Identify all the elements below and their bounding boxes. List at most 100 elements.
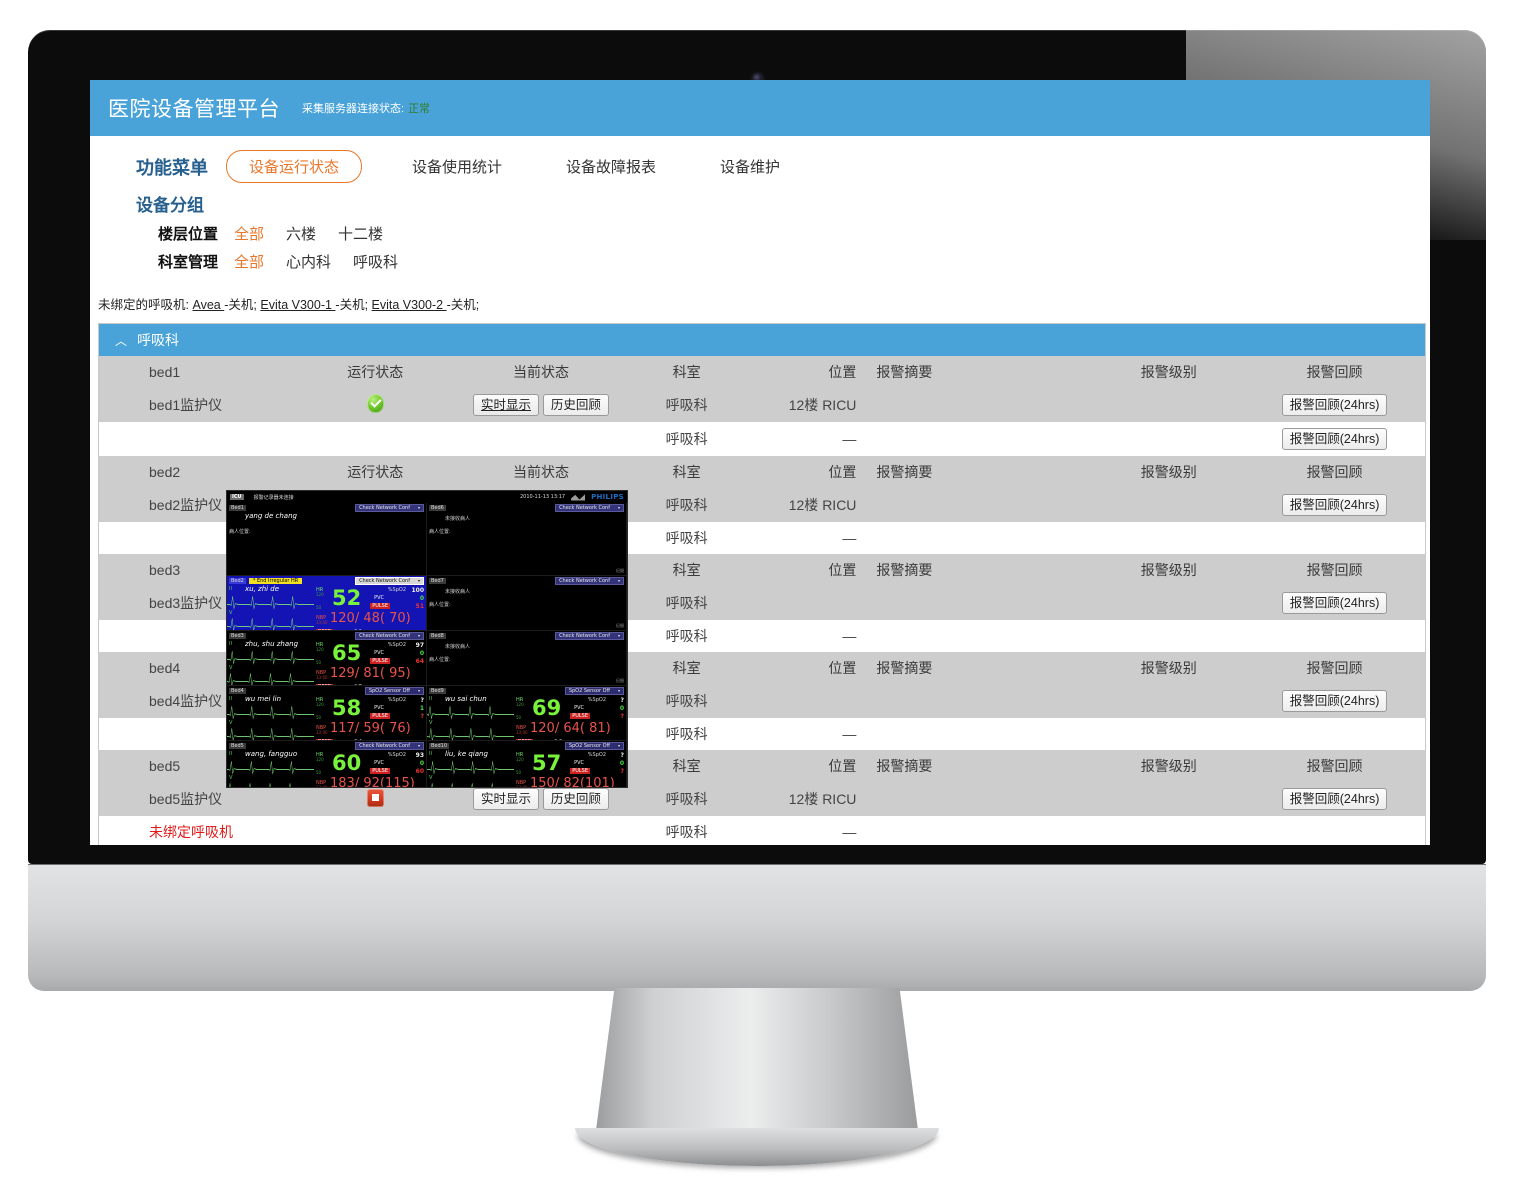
philips-bed-cell[interactable]: Bed10 SpO2 Sensor Off ▾ liu, ke qiang II V HR 1… xyxy=(427,741,627,788)
filter-dept-cardio[interactable]: 心内科 xyxy=(286,254,332,271)
philips-conf-dropdown[interactable]: Check Network Conf ▾ xyxy=(555,576,624,585)
filter-floor-6f[interactable]: 六楼 xyxy=(286,226,317,243)
conn-label: 采集服务器连接状态: xyxy=(302,103,405,115)
pvc-value: 0 xyxy=(419,595,424,602)
hr-lower-limit: 50 xyxy=(516,715,522,720)
tab-fault-report[interactable]: 设备故障报表 xyxy=(566,159,657,176)
group-header-respiratory[interactable]: ︿ 呼吸科 xyxy=(99,324,1425,356)
philips-bed-cell[interactable]: Bed7 Check Network Conf ▾ 未接收病人 病人位置: 纪摄 xyxy=(427,576,627,631)
unbound-vent-link-avea[interactable]: Avea xyxy=(192,298,225,312)
pulse-label: PULSE xyxy=(370,768,390,774)
col-header-level: 报警级别 xyxy=(1093,750,1245,782)
nbp-label: NBP xyxy=(316,780,327,786)
chevron-down-icon: ▾ xyxy=(617,743,620,748)
philips-no-patient-text: 未接收病人 xyxy=(445,516,471,522)
philips-lead-ii-label: II xyxy=(229,641,232,647)
philips-monitor-overlay: ICU 报警记录器未连接 2010-11-13 13:17 PHILIPS Be… xyxy=(226,490,628,788)
philips-bed-label: Bed3 xyxy=(229,632,246,639)
philips-conf-dropdown[interactable]: Check Network Conf ▾ xyxy=(555,503,624,512)
vent-loc-cell: — xyxy=(741,522,863,554)
filter-floor-12f[interactable]: 十二楼 xyxy=(338,226,384,243)
philips-no-patient-text: 未接收病人 xyxy=(445,589,471,595)
philips-bed-cell[interactable]: Bed9 SpO2 Sensor Off ▾ wu sai chun II V HR 120 5… xyxy=(427,686,627,741)
tab-device-usage[interactable]: 设备使用统计 xyxy=(412,159,503,176)
philips-conf-dropdown[interactable]: Check Network Conf ▾ xyxy=(555,631,624,640)
philips-cell-body-empty: 未接收病人 病人位置: xyxy=(427,512,626,575)
philips-conf-dropdown[interactable]: SpO2 Sensor Off ▾ xyxy=(364,686,424,695)
philips-conf-dropdown[interactable]: Check Network Conf ▾ xyxy=(355,503,424,512)
vent-run-status xyxy=(299,422,451,456)
device-dept-cell: 呼吸科 xyxy=(631,488,742,522)
philips-logo: PHILIPS xyxy=(591,493,624,501)
alarm-review-24hrs-button[interactable]: 报警回顾(24hrs) xyxy=(1281,690,1388,712)
unbound-vent-link-evita2[interactable]: Evita V300-2 xyxy=(371,298,447,312)
tab-device-maintenance[interactable]: 设备维护 xyxy=(720,159,781,176)
unbound-vent-state-0: -关机; xyxy=(224,298,261,312)
philips-lead-v-label: V xyxy=(429,720,433,726)
philips-bed-cell[interactable]: Bed3 Check Network Conf ▾ zhu, shu zhang II V… xyxy=(227,631,427,686)
hr-label: HR xyxy=(316,642,324,648)
philips-corner-note: 纪摄 xyxy=(616,623,624,628)
alarm-review-24hrs-button[interactable]: 报警回顾(24hrs) xyxy=(1281,394,1388,416)
spo2-value: ? xyxy=(620,697,624,704)
philips-conf-label: Check Network Conf xyxy=(559,577,610,584)
alarm-review-24hrs-button[interactable]: 报警回顾(24hrs) xyxy=(1281,428,1388,450)
live-display-button[interactable]: 实时显示 xyxy=(473,394,540,416)
chevron-down-icon: ▾ xyxy=(617,633,620,638)
spo2-label: %SpO2 xyxy=(387,697,406,703)
web-page: 医院设备管理平台 采集服务器连接状态: 正常 功能菜单 设备运行状态 设备使用统… xyxy=(90,80,1430,845)
vent-actions xyxy=(450,422,632,456)
resp-label: RESP xyxy=(516,739,533,740)
philips-bed-cell[interactable]: Bed4 SpO2 Sensor Off ▾ wu mei lin II V HR 120 50… xyxy=(227,686,427,741)
device-actions: 实时显示 历史回顾 xyxy=(450,388,632,422)
alarm-review-24hrs-button[interactable]: 报警回顾(24hrs) xyxy=(1281,592,1388,614)
filter-dept-all[interactable]: 全部 xyxy=(234,254,265,271)
device-review-cell: 报警回顾(24hrs) xyxy=(1244,782,1425,816)
alarm-review-24hrs-button[interactable]: 报警回顾(24hrs) xyxy=(1281,788,1388,810)
live-display-button[interactable]: 实时显示 xyxy=(473,788,540,810)
philips-bed-cell[interactable]: Bed8 Check Network Conf ▾ 未接收病人 病人位置: 纪摄 xyxy=(427,631,627,686)
nbp-value: 150/ 82(101) xyxy=(530,776,615,788)
philips-bed-label: Bed8 xyxy=(429,632,446,639)
unbound-vent-link-evita1[interactable]: Evita V300-1 xyxy=(260,298,336,312)
col-header-run: 运行状态 xyxy=(299,456,451,488)
hr-lower-limit: 50 xyxy=(316,660,322,665)
filter-dept-resp[interactable]: 呼吸科 xyxy=(353,254,399,271)
filter-row-floor: 楼层位置 全部 六楼 十二楼 xyxy=(158,223,1430,244)
philips-conf-dropdown[interactable]: Check Network Conf ▾ xyxy=(355,631,424,640)
philips-empty-area: yang de chang 病人位置: xyxy=(227,512,426,575)
philips-conf-label: Check Network Conf xyxy=(559,632,610,639)
philips-bed-cell[interactable]: Bed2 * End Irregular HR Check Network Conf… xyxy=(227,576,427,631)
philips-ecg-wave-v xyxy=(427,725,514,740)
chevron-down-icon: ▾ xyxy=(617,578,620,583)
philips-conf-dropdown[interactable]: Check Network Conf ▾ xyxy=(355,741,424,750)
philips-conf-dropdown[interactable]: SpO2 Sensor Off ▾ xyxy=(564,686,624,695)
chevron-up-icon[interactable]: ︿ xyxy=(115,333,128,348)
imac-display-bezel: 医院设备管理平台 采集服务器连接状态: 正常 功能菜单 设备运行状态 设备使用统… xyxy=(28,30,1486,864)
philips-bed-cell[interactable]: Bed1 Check Network Conf ▾ yang de chang 病人位置… xyxy=(227,503,427,576)
philips-cell-header: Bed10 SpO2 Sensor Off ▾ xyxy=(427,741,626,750)
filter-floor-all[interactable]: 全部 xyxy=(234,226,265,243)
philips-bed-label: Bed7 xyxy=(429,577,446,584)
philips-conf-dropdown[interactable]: Check Network Conf ▾ xyxy=(355,576,424,585)
alarm-review-24hrs-button[interactable]: 报警回顾(24hrs) xyxy=(1281,494,1388,516)
vent-summary-cell xyxy=(862,422,1094,456)
spo2-value: ? xyxy=(620,752,624,759)
philips-cell-header: Bed1 Check Network Conf ▾ xyxy=(227,503,426,512)
philips-bed-cell[interactable]: Bed6 Check Network Conf ▾ 未接收病人 病人位置: 纪摄 xyxy=(427,503,627,576)
philips-conf-label: Check Network Conf xyxy=(359,742,410,749)
hr-lower-limit: 50 xyxy=(316,770,322,775)
tab-device-status[interactable]: 设备运行状态 xyxy=(226,150,363,183)
philips-bed-cell[interactable]: Bed5 Check Network Conf ▾ wang, fangguo II V H… xyxy=(227,741,427,787)
pulse-label: PULSE xyxy=(570,713,590,719)
hr-label: HR xyxy=(516,697,524,703)
philips-patient-name: liu, ke qiang xyxy=(445,750,488,758)
philips-conf-dropdown[interactable]: SpO2 Sensor Off ▾ xyxy=(564,741,624,750)
table-row-ventilator: 未绑定呼吸机 呼吸科 — xyxy=(99,816,1425,845)
history-review-button[interactable]: 历史回顾 xyxy=(542,394,609,416)
vent-level-cell xyxy=(1093,422,1245,456)
col-header-current: 当前状态 xyxy=(450,356,632,388)
pvc-value: 0 xyxy=(419,760,424,767)
history-review-button[interactable]: 历史回顾 xyxy=(542,788,609,810)
